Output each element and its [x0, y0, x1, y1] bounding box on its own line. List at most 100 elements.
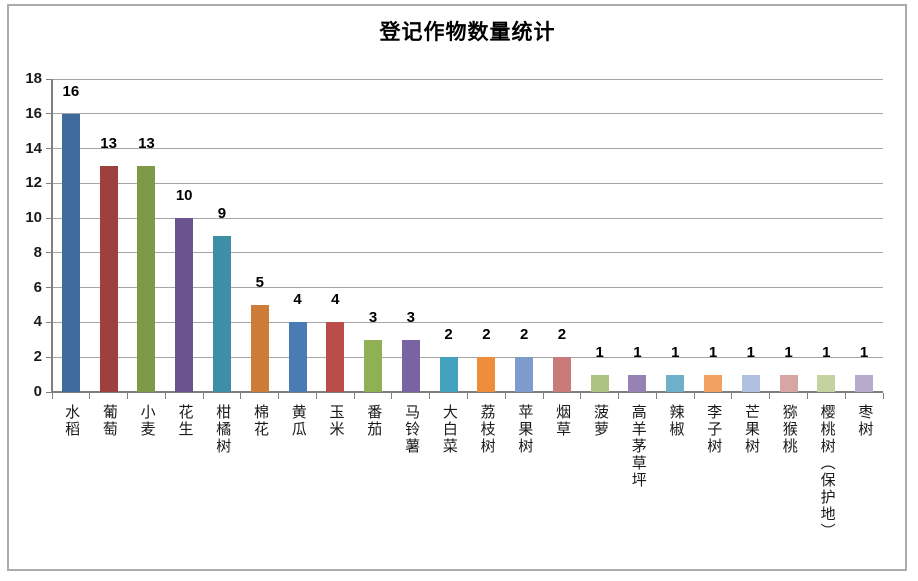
- y-tick-mark: [46, 78, 52, 80]
- gridline-y16: [52, 113, 883, 115]
- x-tick-mark: [467, 393, 468, 399]
- bar-value-label: 2: [557, 326, 567, 344]
- y-axis-line: [51, 79, 53, 392]
- y-tick-mark: [46, 252, 52, 254]
- bar-value-label: 1: [859, 343, 869, 361]
- bar-value-label: 10: [175, 187, 193, 205]
- y-tick-mark: [46, 182, 52, 184]
- category-label-text: 芒果树: [743, 404, 761, 455]
- category-label-text: 樱桃树（保护地）: [818, 404, 836, 540]
- category-label-text: 棉花: [251, 404, 269, 438]
- bar-小麦: [137, 165, 156, 392]
- x-tick-mark: [618, 393, 620, 399]
- gridline-y6: [52, 287, 883, 289]
- y-tick-mark: [46, 356, 52, 358]
- x-tick-mark: [353, 393, 355, 399]
- category-label-荔枝树: 荔枝树: [468, 404, 506, 564]
- y-tick-mark: [46, 287, 52, 289]
- bar-value-label: 1: [822, 343, 831, 361]
- bar-value-label: 1: [595, 343, 604, 361]
- y-tick-mark: [46, 321, 52, 323]
- bar-value-label: 4: [331, 291, 340, 309]
- bar-value-label: 13: [100, 134, 117, 152]
- category-label-text: 荔枝树: [478, 404, 496, 455]
- category-label-text: 大白菜: [440, 404, 458, 455]
- category-label-高羊茅草坪: 高羊茅草坪: [619, 404, 657, 564]
- y-tick-mark: [46, 148, 52, 150]
- bar-芒果树: [741, 374, 760, 392]
- bar-value-label: 13: [138, 134, 155, 152]
- y-tick-label: 8: [33, 243, 42, 261]
- category-label-text: 柑橘树: [214, 404, 232, 455]
- category-label-芒果树: 芒果树: [732, 404, 770, 564]
- bar-荔枝树: [477, 357, 496, 392]
- category-label-text: 猕猴桃: [780, 404, 798, 455]
- bar-value-label: 16: [62, 82, 80, 100]
- gridline-y2: [52, 356, 883, 358]
- bar-黄瓜: [288, 322, 307, 392]
- y-tick-mark: [46, 217, 52, 219]
- category-label-花生: 花生: [165, 404, 203, 564]
- x-tick-mark: [806, 393, 808, 399]
- x-tick-mark: [580, 393, 582, 399]
- category-label-樱桃树（保护地）: 樱桃树（保护地）: [807, 404, 845, 564]
- bar-玉米: [326, 322, 345, 392]
- x-tick-mark: [164, 393, 166, 399]
- x-tick-mark: [202, 393, 204, 399]
- y-tick-label: 16: [25, 104, 42, 122]
- category-label-葡萄: 葡萄: [90, 404, 128, 564]
- chart-title: 登记作物数量统计: [379, 21, 556, 44]
- x-tick-mark: [769, 393, 771, 399]
- category-label-菠萝: 菠萝: [581, 404, 619, 564]
- category-label-马铃薯: 马铃薯: [392, 404, 430, 564]
- category-label-text: 黄瓜: [289, 404, 307, 438]
- category-label-辣椒: 辣椒: [656, 404, 694, 564]
- y-tick-label: 4: [33, 313, 42, 331]
- y-tick-label: 14: [25, 139, 42, 157]
- category-label-烟草: 烟草: [543, 404, 581, 564]
- bar-value-label: 3: [406, 308, 415, 326]
- category-label-text: 水稻: [63, 404, 81, 438]
- category-label-text: 苹果树: [516, 404, 534, 455]
- bar-value-label: 1: [671, 343, 680, 361]
- bar-番茄: [364, 339, 383, 392]
- bar-辣椒: [666, 374, 685, 392]
- bar-value-label: 3: [368, 308, 378, 326]
- bar-樱桃树（保护地）: [817, 374, 836, 392]
- x-tick-mark: [731, 393, 733, 399]
- bar-value-label: 1: [708, 343, 718, 361]
- bar-烟草: [552, 357, 571, 392]
- x-tick-mark: [391, 393, 393, 399]
- bar-value-label: 4: [293, 291, 302, 309]
- gridline-y10: [52, 217, 883, 219]
- bar-value-label: 1: [746, 343, 755, 361]
- category-label-text: 小麦: [138, 404, 156, 438]
- x-tick-mark: [844, 393, 846, 399]
- bar-高羊茅草坪: [628, 374, 647, 392]
- bar-大白菜: [439, 357, 458, 392]
- y-tick-mark: [46, 391, 52, 393]
- bar-菠萝: [590, 374, 609, 392]
- bar-value-label: 9: [217, 204, 227, 222]
- category-label-text: 李子树: [705, 404, 723, 455]
- bar-value-label: 2: [519, 326, 529, 344]
- y-tick-label: 0: [33, 383, 42, 400]
- gridline-y8: [52, 252, 883, 254]
- bar-猕猴桃: [779, 374, 798, 392]
- bar-苹果树: [515, 357, 534, 392]
- bar-葡萄: [99, 165, 118, 392]
- category-label-枣树: 枣树: [845, 404, 883, 564]
- category-label-text: 番茄: [365, 404, 383, 438]
- category-label-text: 马铃薯: [403, 404, 421, 455]
- category-label-黄瓜: 黄瓜: [279, 404, 317, 564]
- x-tick-mark: [882, 393, 884, 399]
- category-label-text: 烟草: [554, 404, 572, 438]
- x-tick-mark: [693, 393, 695, 399]
- category-label-小麦: 小麦: [128, 404, 166, 564]
- bar-李子树: [704, 374, 723, 392]
- category-label-番茄: 番茄: [354, 404, 392, 564]
- x-tick-mark: [51, 393, 53, 399]
- category-label-玉米: 玉米: [316, 404, 354, 564]
- gridline-y18: [52, 78, 883, 80]
- x-tick-mark: [542, 393, 544, 399]
